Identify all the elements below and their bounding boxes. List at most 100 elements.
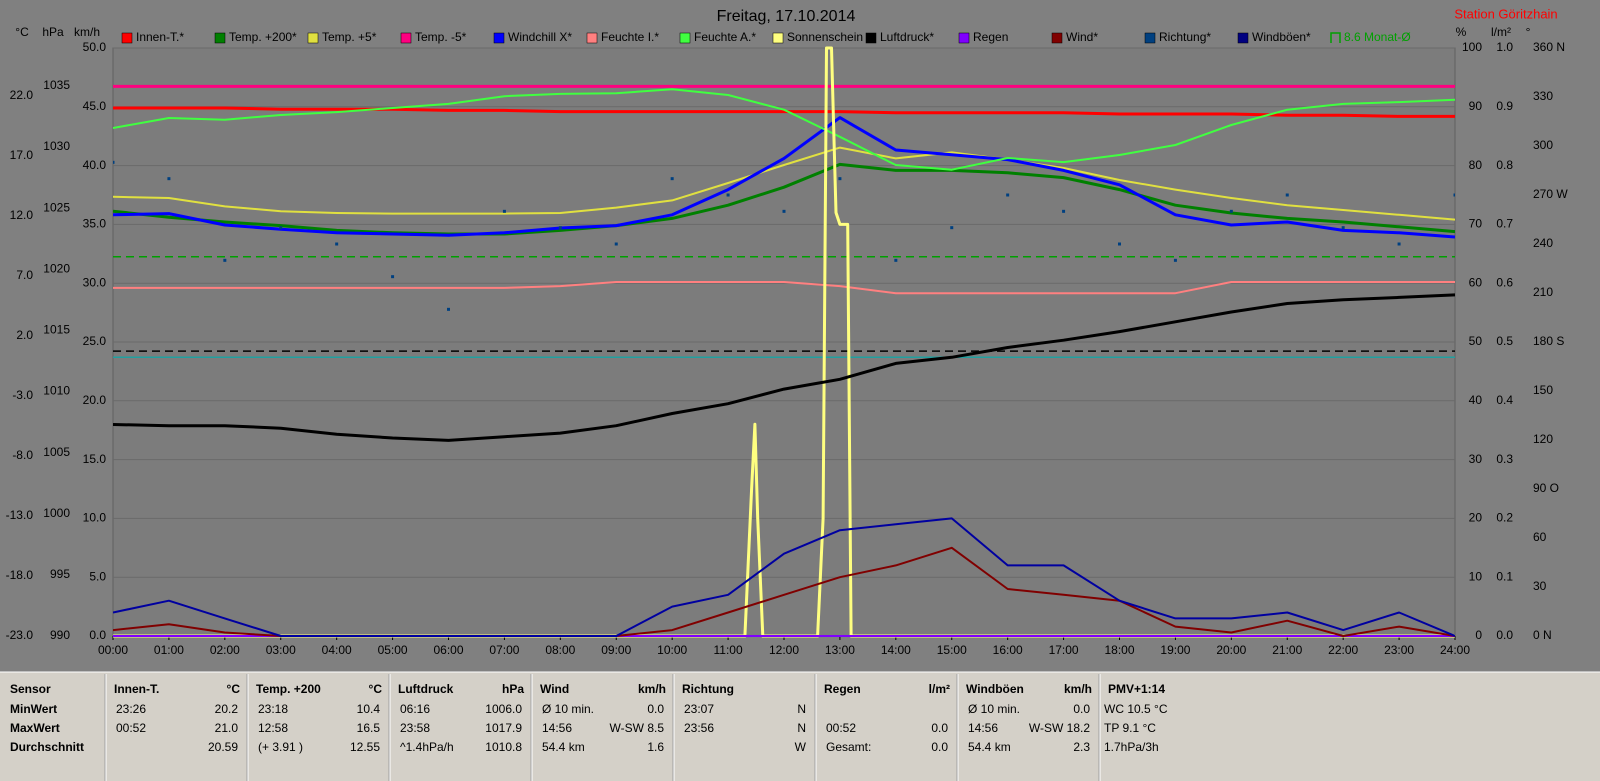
series-line [113,517,1455,637]
legend-marker [307,32,319,44]
legend-label: Innen-T.* [136,30,184,44]
legend-label: Richtung* [1159,30,1211,44]
legend-label: Wind* [1066,30,1098,44]
legend-marker [679,32,691,44]
direction-dot [1118,242,1121,246]
y-tick-label: 990 [50,628,70,642]
x-tick-label: 13:00 [825,643,855,657]
x-tick-label: 05:00 [378,643,408,657]
x-tick-label: 04:00 [322,643,352,657]
table-cell: 1.7hPa/3h [1104,740,1159,754]
y-tick-label: 0.1 [1496,569,1513,583]
y-tick-label: -23.0 [6,628,34,642]
direction-dot [782,209,786,213]
x-tick-label: 16:00 [993,643,1023,657]
table-cell: 23:26 [116,702,146,716]
direction-dot [614,242,618,246]
x-tick-label: 07:00 [489,643,519,657]
table-cell: 23:58 [400,721,430,735]
y-tick-label: 0.4 [1496,393,1513,407]
table-cell: W [795,740,807,754]
y-tick-label: 1.0 [1496,40,1513,54]
x-tick-label: 08:00 [545,643,575,657]
legend-marker [400,32,412,44]
table-cell: 00:52 [116,721,146,735]
column-unit: °C [369,682,383,696]
axis-unit: °C [15,25,29,39]
legend-label: Windböen* [1252,30,1311,44]
y-tick-label: 70 [1469,217,1483,231]
direction-dot [1229,209,1233,213]
column-unit: °C [227,682,241,696]
y-tick-label: 270 W [1533,187,1568,201]
table-cell: N [797,721,806,735]
y-tick-label: 0.2 [1496,511,1513,525]
y-tick-label: 360 N [1533,40,1565,54]
x-tick-label: 20:00 [1216,643,1246,657]
table-cell: WC 10.5 °C [1104,702,1168,716]
table-cell: 0.0 [931,721,948,735]
y-tick-label: -8.0 [12,448,33,462]
table-cell: 20.59 [208,740,238,754]
y-tick-label: 330 [1533,89,1553,103]
row-label: MinWert [10,702,57,716]
x-tick-label: 14:00 [881,643,911,657]
y-tick-label: 12.0 [10,208,34,222]
chart-title: Freitag, 17.10.2014 [717,8,856,25]
y-tick-label: 40 [1469,393,1483,407]
y-tick-label: 45.0 [83,99,107,113]
y-tick-label: 50 [1469,334,1483,348]
direction-dot [1397,242,1401,246]
direction-dot [167,177,171,181]
table-cell: 23:18 [258,702,288,716]
table-cell: 12.55 [350,740,380,754]
legend-marker [586,32,598,44]
column-unit: km/h [1064,682,1092,696]
legend-marker [1144,32,1156,44]
series-line [113,106,1455,118]
direction-dot [1006,193,1010,197]
legend-label: 8.6 Monat-Ø [1344,30,1411,44]
x-tick-label: 01:00 [154,643,184,657]
table-cell: ^1.4hPa/h [400,740,454,754]
y-tick-label: 0.0 [1496,628,1513,642]
legend-label: Sonnenschein [787,30,863,44]
direction-dot [335,242,339,246]
direction-dot [279,226,283,230]
y-tick-label: 90 [1469,99,1483,113]
x-tick-label: 09:00 [601,643,631,657]
table-cell: 0.0 [931,740,948,754]
legend-label: Luftdruck* [880,30,934,44]
y-tick-label: 1025 [43,200,70,214]
table-cell: W-SW 8.5 [610,721,665,735]
y-tick-label: 150 [1533,383,1553,397]
table-header: Sensor [10,682,51,696]
legend-marker [865,32,877,44]
y-tick-label: 30 [1533,579,1547,593]
table-background [0,672,1600,781]
x-tick-label: 03:00 [266,643,296,657]
y-tick-label: 60 [1469,275,1483,289]
y-tick-label: -3.0 [12,388,33,402]
direction-dot [1173,258,1177,262]
x-tick-label: 12:00 [769,643,799,657]
table-cell: 06:16 [400,702,430,716]
table-cell: 12:58 [258,721,288,735]
x-tick-label: 06:00 [433,643,463,657]
y-tick-label: 120 [1533,432,1553,446]
y-tick-label: 0.0 [89,628,106,642]
table-cell: 00:52 [826,721,856,735]
direction-dot [113,160,115,164]
y-tick-label: 0.9 [1496,99,1513,113]
legend-label: Temp. +200* [229,30,297,44]
legend-label: Temp. -5* [415,30,467,44]
table-cell: 54.4 km [542,740,585,754]
legend-marker [772,32,784,44]
x-tick-label: 24:00 [1440,643,1470,657]
x-tick-label: 10:00 [657,643,687,657]
y-tick-label: 10 [1469,569,1483,583]
y-tick-label: 15.0 [83,452,107,466]
column-title: Windböen [966,682,1024,696]
legend-label: Feuchte A.* [694,30,756,44]
